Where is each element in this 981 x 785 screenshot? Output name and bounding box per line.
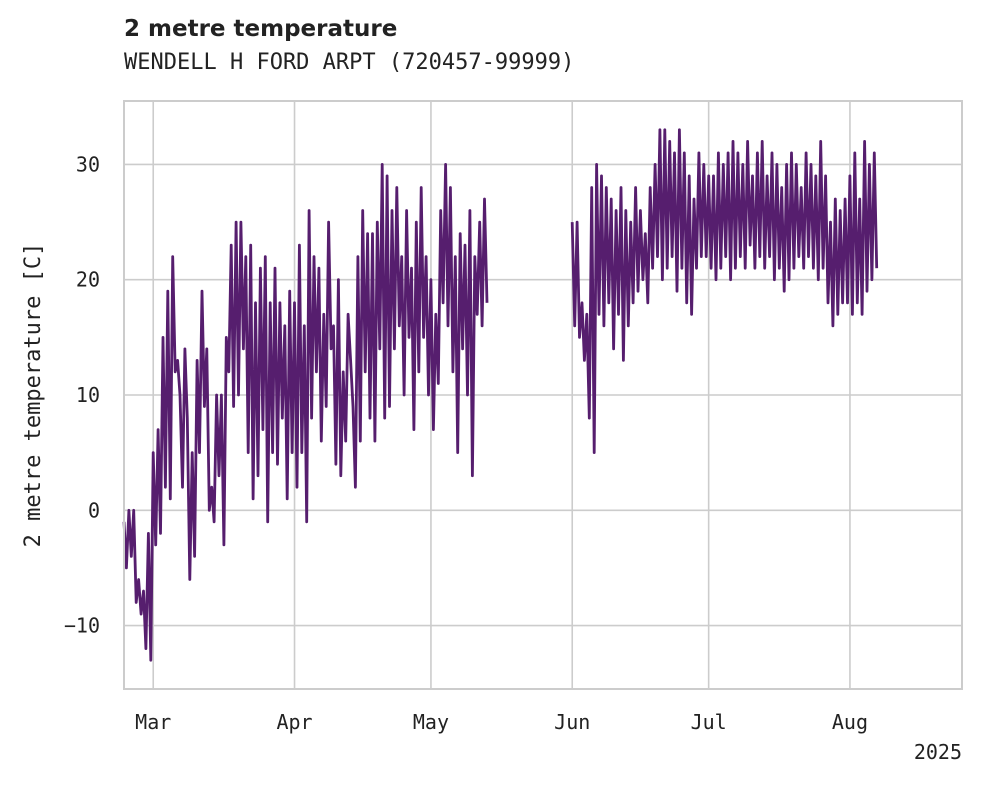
- x-tick-label-may: May: [413, 710, 449, 734]
- x-axis-year-label: 2025: [914, 740, 962, 764]
- x-tick-label-jun: Jun: [554, 710, 590, 734]
- data-layer: [122, 128, 879, 662]
- temperature-series-line-segment-2: [570, 128, 879, 455]
- x-tick-label-aug: Aug: [832, 710, 868, 734]
- plot-frame: [123, 100, 963, 690]
- x-tick-label-mar: Mar: [135, 710, 171, 734]
- y-tick-label: 10: [76, 383, 100, 407]
- y-tick-label: 20: [76, 268, 100, 292]
- tick-labels: −10 0 10 20 30 Mar Apr May Jun Jul Aug: [64, 152, 868, 734]
- chart-title: 2 metre temperature: [124, 16, 398, 42]
- temperature-series-line-segment-1: [122, 162, 489, 662]
- y-tick-label: −10: [64, 614, 100, 638]
- x-tick-label-jul: Jul: [691, 710, 727, 734]
- y-tick-label: 0: [88, 498, 100, 522]
- chart-subtitle: WENDELL H FORD ARPT (720457-99999): [124, 50, 575, 75]
- y-tick-label: 30: [76, 152, 100, 176]
- y-axis-label: 2 metre temperature [C]: [21, 243, 46, 548]
- x-tick-label-apr: Apr: [276, 710, 312, 734]
